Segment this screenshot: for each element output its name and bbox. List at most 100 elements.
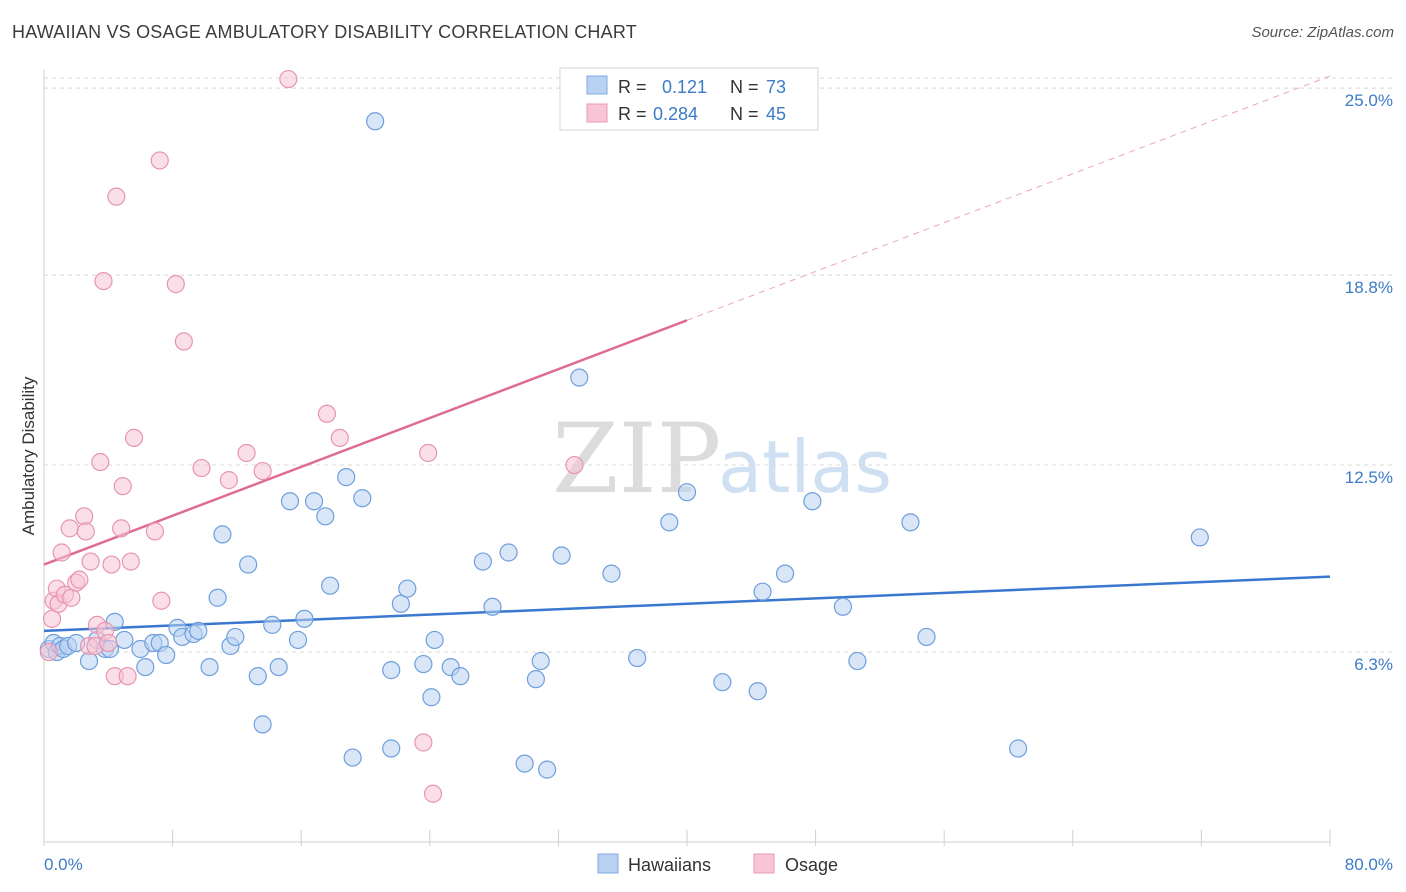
point-hawaiians	[316, 507, 335, 526]
chart-title: HAWAIIAN VS OSAGE AMBULATORY DISABILITY …	[12, 22, 637, 42]
trend-lines	[43, 75, 1331, 633]
point-osage	[94, 271, 113, 291]
point-hawaiians	[677, 483, 697, 502]
x-tick-label-min: 0.0%	[44, 855, 83, 874]
point-hawaiians	[189, 621, 208, 641]
y-axis-tick-labels: 6.3% 12.5% 18.8% 25.0%	[1345, 91, 1393, 674]
point-osage	[42, 609, 62, 628]
point-osage	[75, 507, 94, 526]
point-osage	[423, 784, 443, 803]
point-hawaiians	[570, 368, 589, 387]
point-hawaiians	[343, 748, 362, 767]
point-osage	[99, 633, 118, 653]
point-hawaiians	[280, 492, 300, 511]
trend-line-hawaiians	[43, 575, 1331, 633]
point-osage	[107, 187, 126, 206]
y-tick-label: 18.8%	[1345, 278, 1393, 297]
point-hawaiians	[304, 492, 324, 511]
point-hawaiians	[414, 654, 433, 674]
point-hawaiians	[1009, 739, 1028, 758]
point-osage	[414, 733, 433, 752]
bottom-legend-swatch-osage	[753, 853, 775, 874]
point-hawaiians	[526, 670, 545, 689]
point-osage	[118, 667, 137, 686]
point-hawaiians	[753, 582, 772, 601]
point-hawaiians	[208, 588, 227, 607]
point-osage	[152, 591, 171, 610]
x-axis-ticks	[43, 830, 1331, 846]
point-hawaiians	[660, 513, 679, 532]
point-hawaiians	[775, 564, 795, 583]
point-hawaiians	[425, 630, 444, 650]
point-hawaiians	[901, 513, 920, 532]
data-points	[39, 69, 1209, 803]
point-hawaiians	[848, 651, 867, 671]
point-osage	[279, 69, 298, 89]
point-hawaiians	[353, 489, 372, 508]
point-hawaiians	[803, 492, 822, 511]
point-hawaiians	[391, 594, 410, 613]
point-hawaiians	[713, 673, 732, 692]
point-osage	[237, 443, 256, 463]
x-tick-label-max: 80.0%	[1345, 855, 1393, 874]
point-hawaiians	[213, 525, 232, 544]
point-hawaiians	[239, 555, 258, 574]
point-osage	[174, 332, 193, 351]
point-hawaiians	[748, 682, 767, 701]
watermark-atlas: atlas	[718, 425, 892, 509]
point-hawaiians	[483, 597, 502, 616]
legend-n-label-osage: N =	[730, 104, 759, 124]
point-hawaiians	[1190, 528, 1209, 547]
point-hawaiians	[628, 648, 647, 668]
point-hawaiians	[115, 630, 134, 650]
point-hawaiians	[253, 715, 272, 734]
point-hawaiians	[552, 546, 571, 565]
point-osage	[317, 404, 337, 423]
legend-r-value-osage: 0.284	[653, 104, 698, 124]
point-osage	[219, 471, 238, 490]
point-osage	[62, 588, 81, 607]
point-hawaiians	[337, 468, 356, 487]
point-osage	[192, 458, 211, 478]
legend-swatch-osage	[586, 103, 608, 123]
point-hawaiians	[531, 651, 550, 671]
series-legend: Hawaiians Osage	[597, 853, 838, 875]
point-hawaiians	[538, 760, 557, 779]
trend-line-osage-extension	[686, 75, 1331, 321]
point-hawaiians	[917, 627, 936, 647]
y-tick-label: 12.5%	[1345, 468, 1393, 487]
point-osage	[113, 477, 132, 496]
point-osage	[91, 452, 110, 472]
point-osage	[145, 522, 165, 541]
point-hawaiians	[382, 661, 401, 680]
source-label: Source: ZipAtlas.com	[1251, 24, 1394, 41]
point-hawaiians	[382, 739, 401, 758]
point-hawaiians	[515, 754, 534, 773]
legend-n-value-osage: 45	[766, 104, 786, 124]
legend-swatch-hawaiians	[586, 75, 608, 95]
point-hawaiians	[398, 579, 417, 598]
point-hawaiians	[226, 627, 245, 647]
legend-r-label-hawaiians: R =	[618, 77, 647, 97]
bottom-legend-label-osage: Osage	[785, 855, 838, 875]
point-osage	[102, 555, 121, 574]
point-hawaiians	[79, 651, 99, 671]
watermark: ZIP atlas	[552, 403, 892, 515]
point-hawaiians	[833, 597, 853, 616]
point-hawaiians	[499, 543, 518, 562]
legend-n-value-hawaiians: 73	[766, 77, 786, 97]
point-osage	[70, 570, 89, 589]
point-osage	[81, 552, 100, 571]
point-osage	[253, 461, 272, 481]
legend-n-label-hawaiians: N =	[730, 77, 759, 97]
point-osage	[124, 428, 144, 448]
point-hawaiians	[473, 552, 492, 571]
legend-r-label-osage: R =	[618, 104, 647, 124]
point-osage	[166, 275, 185, 294]
point-osage	[112, 519, 131, 538]
y-tick-label: 25.0%	[1345, 91, 1393, 110]
point-osage	[330, 428, 349, 448]
point-osage	[52, 543, 71, 562]
y-tick-label: 6.3%	[1354, 655, 1393, 674]
